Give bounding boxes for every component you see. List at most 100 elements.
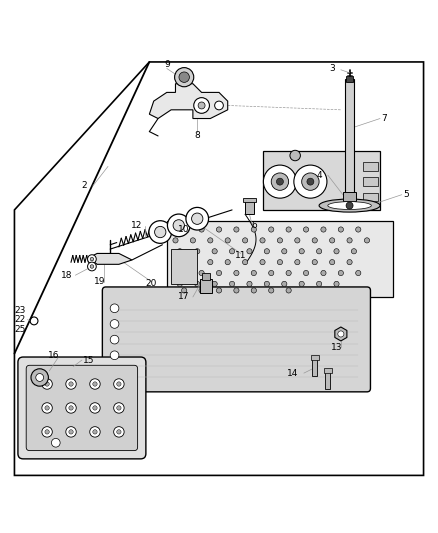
Text: 25: 25 <box>14 325 25 334</box>
Circle shape <box>264 249 269 254</box>
Circle shape <box>225 260 230 265</box>
Circle shape <box>234 270 239 276</box>
Circle shape <box>31 369 48 386</box>
Circle shape <box>299 249 304 254</box>
Circle shape <box>216 227 222 232</box>
Polygon shape <box>149 84 228 118</box>
Circle shape <box>110 320 119 328</box>
Circle shape <box>243 238 248 243</box>
Circle shape <box>299 281 304 287</box>
Circle shape <box>93 406 97 410</box>
Circle shape <box>263 165 297 198</box>
Circle shape <box>45 382 49 386</box>
Circle shape <box>155 227 166 238</box>
Circle shape <box>282 249 287 254</box>
Text: 23: 23 <box>14 305 25 314</box>
Circle shape <box>251 270 256 276</box>
Circle shape <box>175 68 194 87</box>
Circle shape <box>230 281 235 287</box>
Circle shape <box>199 270 204 276</box>
Circle shape <box>276 178 283 185</box>
Text: 20: 20 <box>146 279 157 288</box>
Circle shape <box>234 288 239 293</box>
Text: 22: 22 <box>14 315 25 324</box>
Circle shape <box>90 265 94 268</box>
Circle shape <box>295 238 300 243</box>
Circle shape <box>179 72 189 83</box>
Circle shape <box>190 238 195 243</box>
Circle shape <box>110 335 119 344</box>
Circle shape <box>182 270 187 276</box>
Circle shape <box>93 382 97 386</box>
Circle shape <box>334 281 339 287</box>
Circle shape <box>42 403 52 413</box>
Text: 13: 13 <box>331 343 342 352</box>
Circle shape <box>199 288 204 293</box>
Circle shape <box>286 288 291 293</box>
Circle shape <box>247 249 252 254</box>
Circle shape <box>182 227 187 232</box>
Circle shape <box>294 165 327 198</box>
Circle shape <box>42 426 52 437</box>
Circle shape <box>230 249 235 254</box>
Circle shape <box>45 430 49 434</box>
Text: 11: 11 <box>235 251 247 260</box>
Circle shape <box>264 281 269 287</box>
Circle shape <box>45 406 49 410</box>
Circle shape <box>302 173 319 190</box>
Circle shape <box>282 281 287 287</box>
Circle shape <box>286 227 291 232</box>
Circle shape <box>51 439 60 447</box>
Bar <box>312 359 318 376</box>
Circle shape <box>304 227 309 232</box>
Circle shape <box>194 281 200 287</box>
Text: 3: 3 <box>329 64 335 73</box>
Circle shape <box>69 382 73 386</box>
Circle shape <box>225 238 230 243</box>
Circle shape <box>312 260 318 265</box>
Circle shape <box>69 406 73 410</box>
Circle shape <box>268 288 274 293</box>
Text: 9: 9 <box>164 60 170 69</box>
Bar <box>244 198 255 202</box>
Circle shape <box>356 270 361 276</box>
Circle shape <box>329 260 335 265</box>
Circle shape <box>295 260 300 265</box>
Circle shape <box>173 220 184 231</box>
Circle shape <box>88 262 96 271</box>
Circle shape <box>114 403 124 413</box>
Text: 5: 5 <box>403 190 409 199</box>
Circle shape <box>216 288 222 293</box>
Circle shape <box>304 270 309 276</box>
Text: 7: 7 <box>381 114 387 123</box>
Circle shape <box>268 227 274 232</box>
FancyBboxPatch shape <box>102 287 371 392</box>
Bar <box>363 162 378 171</box>
Circle shape <box>117 382 121 386</box>
Circle shape <box>268 270 274 276</box>
Circle shape <box>212 249 217 254</box>
Circle shape <box>351 249 357 254</box>
Text: 17: 17 <box>178 293 190 302</box>
Circle shape <box>93 430 97 434</box>
Circle shape <box>167 214 190 237</box>
Circle shape <box>208 238 213 243</box>
Bar <box>245 201 254 214</box>
Circle shape <box>173 238 178 243</box>
Text: 16: 16 <box>48 351 60 360</box>
Text: 2: 2 <box>81 181 87 190</box>
FancyBboxPatch shape <box>18 357 146 459</box>
Ellipse shape <box>328 201 371 209</box>
Circle shape <box>90 379 100 389</box>
Circle shape <box>247 281 252 287</box>
Circle shape <box>149 221 172 244</box>
Circle shape <box>191 213 203 224</box>
Circle shape <box>317 249 322 254</box>
Text: 15: 15 <box>83 356 94 365</box>
Text: 6: 6 <box>251 221 257 230</box>
Bar <box>167 221 393 297</box>
Circle shape <box>364 238 370 243</box>
Circle shape <box>110 304 119 313</box>
Text: 14: 14 <box>287 369 299 377</box>
Circle shape <box>194 98 209 114</box>
